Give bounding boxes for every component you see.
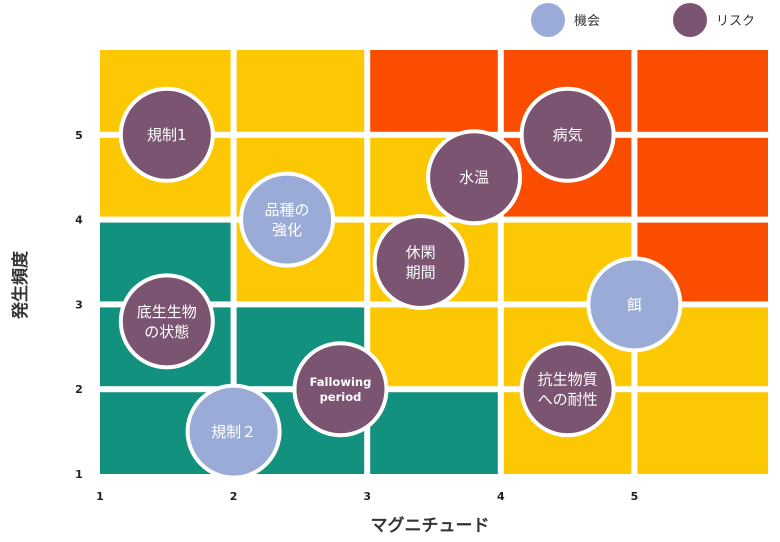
bubble-label: period <box>320 390 362 404</box>
x-tick-label: 5 <box>631 490 639 503</box>
bubble-label: 休閑 <box>406 243 436 261</box>
risk-bubble <box>292 341 389 438</box>
opportunity-bubble <box>586 256 683 353</box>
x-tick-label: 4 <box>497 490 505 503</box>
bubble-label: 病気 <box>553 126 583 144</box>
matrix-cell-yellow <box>370 307 498 387</box>
bubble-label: 水温 <box>459 169 489 187</box>
bubble-label: 規制２ <box>211 423 256 441</box>
x-tick-label: 2 <box>230 490 238 503</box>
bubble-label: 品種の <box>265 201 310 219</box>
y-tick-label: 1 <box>75 468 83 481</box>
risk-bubble <box>118 273 215 370</box>
opportunity-bubble <box>185 383 282 480</box>
matrix-cell-yellow <box>236 50 365 132</box>
x-axis-label: マグニチュード <box>371 515 490 536</box>
legend-swatch <box>673 3 707 37</box>
bubble-label: 底生生物 <box>137 303 197 321</box>
matrix-cell-orange <box>370 50 498 132</box>
bubble-label: の状態 <box>144 323 189 341</box>
matrix-cell-yellow <box>637 392 768 474</box>
legend-label: リスク <box>716 14 755 29</box>
y-tick-label: 5 <box>75 129 83 142</box>
bubble-label: 規制1 <box>147 126 187 144</box>
risk-bubble <box>519 86 616 183</box>
risk-bubble <box>519 341 616 438</box>
bubble-label: 強化 <box>272 221 302 239</box>
bubble-label: 抗生物質 <box>538 371 598 389</box>
risk-bubble <box>426 129 523 226</box>
y-axis-label: 発生頻度 <box>10 250 31 320</box>
bubble-label: 餌 <box>627 296 642 314</box>
matrix-cell-green <box>370 392 498 474</box>
x-tick-label: 1 <box>96 490 104 503</box>
y-tick-label: 2 <box>75 383 83 396</box>
risk-bubble <box>372 214 469 310</box>
bubble-label: Fallowing <box>310 375 372 389</box>
x-tick-label: 3 <box>363 490 371 503</box>
x-axis-ticks: 1 2 3 4 5 <box>96 490 638 503</box>
matrix-cell-orange <box>637 137 768 217</box>
matrix-cell-orange <box>637 50 768 132</box>
legend: 機会 リスク <box>531 3 755 37</box>
y-tick-label: 4 <box>75 214 83 227</box>
legend-label: 機会 <box>574 14 600 29</box>
bubble-label: 期間 <box>406 263 436 281</box>
opportunity-bubble <box>239 171 336 268</box>
risk-bubble <box>118 86 215 183</box>
y-axis-ticks: 1 2 3 4 5 <box>75 129 83 481</box>
legend-swatch <box>531 3 565 37</box>
y-tick-label: 3 <box>75 298 83 311</box>
bubble-label: への耐性 <box>538 391 598 409</box>
